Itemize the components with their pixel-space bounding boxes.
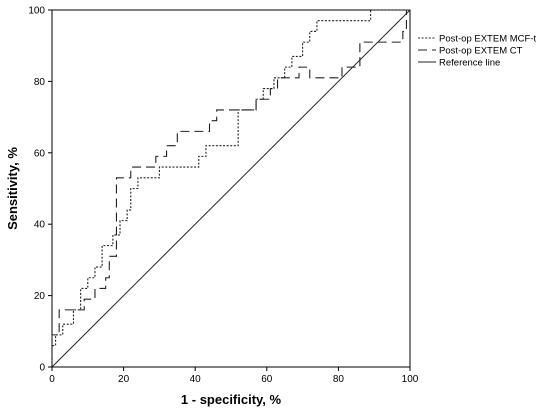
y-axis-ticks: 0 20 40 60 80 100 bbox=[28, 6, 52, 374]
y-axis-title: Sensitivity, % bbox=[5, 147, 20, 230]
y-tick-label: 80 bbox=[34, 77, 46, 88]
y-tick-label: 100 bbox=[28, 6, 45, 17]
y-tick-label: 40 bbox=[34, 220, 46, 231]
x-tick-label: 80 bbox=[333, 374, 345, 385]
series-line-post-op-extem-mcf-t bbox=[51, 9, 410, 367]
legend-label-post-op-extem-mcf-t: Post-op EXTEM MCF-t bbox=[439, 34, 536, 45]
x-tick-label: 0 bbox=[49, 374, 55, 385]
legend-label-reference-line: Reference line bbox=[439, 58, 500, 69]
y-tick-label: 60 bbox=[34, 148, 46, 159]
series-layer bbox=[51, 9, 411, 368]
plot-area bbox=[51, 9, 411, 368]
x-axis-title: 1 - specificity, % bbox=[181, 392, 282, 407]
x-tick-label: 100 bbox=[402, 374, 419, 385]
legend-label-post-op-extem-ct: Post-op EXTEM CT bbox=[439, 46, 523, 57]
x-tick-label: 20 bbox=[118, 374, 130, 385]
plot-frame bbox=[51, 9, 411, 368]
x-tick-label: 40 bbox=[190, 374, 202, 385]
series-line-post-op-extem-ct bbox=[51, 9, 410, 367]
y-tick-label: 20 bbox=[34, 291, 46, 302]
series-line-reference-line bbox=[51, 9, 411, 368]
x-axis-ticks: 0 20 40 60 80 100 bbox=[49, 367, 419, 385]
y-tick-label: 0 bbox=[39, 363, 45, 374]
x-tick-label: 60 bbox=[261, 374, 273, 385]
